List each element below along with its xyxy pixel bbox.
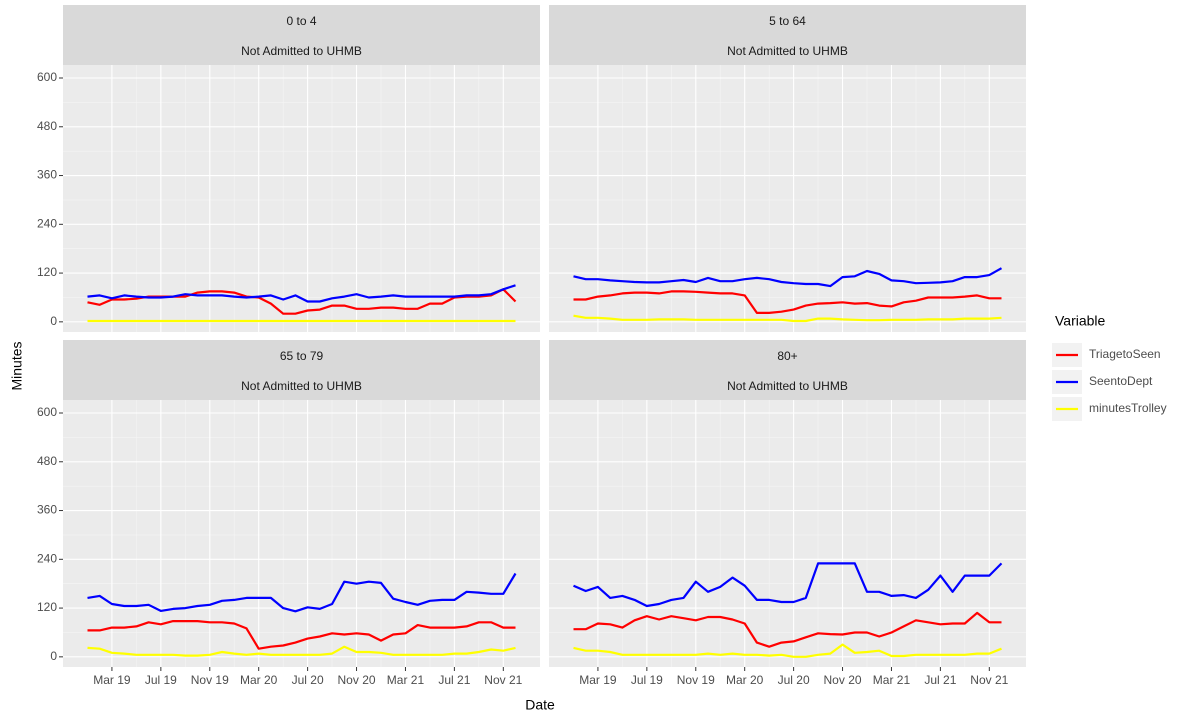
- legend-title: Variable: [1055, 313, 1106, 329]
- facet-label: 5 to 64: [769, 14, 806, 28]
- series-line: [573, 562, 1003, 608]
- series-line: [573, 290, 1002, 314]
- facet-subtitle: Not Admitted to UHMB: [727, 379, 848, 393]
- series-line: [573, 314, 1002, 323]
- legend-label: TriagetoSeen: [1089, 347, 1161, 361]
- series-line: [573, 643, 1002, 658]
- series-line: [573, 267, 1003, 288]
- strip: [63, 5, 540, 65]
- x-tick-label: Mar 19: [93, 673, 131, 687]
- x-tick-label: Mar 21: [387, 673, 425, 687]
- x-tick-label: Jul 19: [145, 673, 177, 687]
- panel: [63, 65, 540, 332]
- y-tick-label: 360: [37, 168, 57, 182]
- y-tick-label: 240: [37, 216, 57, 230]
- series-line: [573, 611, 1002, 648]
- facet-label: 0 to 4: [286, 14, 316, 28]
- panel: [549, 400, 1026, 667]
- x-tick-label: Nov 20: [338, 673, 376, 687]
- facet-subtitle: Not Admitted to UHMB: [241, 379, 362, 393]
- panel: [63, 400, 540, 667]
- y-tick-label: 120: [37, 265, 57, 279]
- y-tick-label: 360: [37, 503, 57, 517]
- y-tick-label: 0: [50, 649, 57, 663]
- y-axis-title: Minutes: [9, 341, 25, 390]
- series-line: [87, 645, 516, 657]
- x-tick-label: Mar 20: [240, 673, 278, 687]
- facet-label: 80+: [777, 349, 797, 363]
- x-tick-label: Jul 21: [924, 673, 956, 687]
- series-line: [87, 572, 517, 613]
- x-tick-label: Jul 19: [631, 673, 663, 687]
- x-tick-label: Jul 21: [438, 673, 470, 687]
- x-tick-label: Nov 19: [191, 673, 229, 687]
- series-line: [87, 284, 516, 303]
- x-tick-label: Nov 21: [970, 673, 1008, 687]
- x-tick-label: Nov 21: [484, 673, 522, 687]
- series-line: [87, 619, 516, 650]
- y-tick-label: 120: [37, 600, 57, 614]
- x-tick-label: Mar 20: [726, 673, 764, 687]
- x-tick-label: Mar 21: [873, 673, 911, 687]
- strip: [549, 340, 1026, 400]
- legend-label: SeentoDept: [1089, 374, 1153, 388]
- y-tick-label: 480: [37, 119, 57, 133]
- x-tick-label: Nov 20: [824, 673, 862, 687]
- facet-subtitle: Not Admitted to UHMB: [727, 44, 848, 58]
- x-tick-label: Jul 20: [778, 673, 810, 687]
- panel: [549, 65, 1026, 332]
- strip: [549, 5, 1026, 65]
- y-tick-label: 600: [37, 405, 57, 419]
- legend-label: minutesTrolley: [1089, 401, 1167, 415]
- x-axis-title: Date: [525, 697, 555, 713]
- x-tick-label: Jul 20: [292, 673, 324, 687]
- x-tick-label: Mar 19: [579, 673, 617, 687]
- y-tick-label: 480: [37, 454, 57, 468]
- strip: [63, 340, 540, 400]
- facet-label: 65 to 79: [280, 349, 324, 363]
- y-tick-label: 600: [37, 70, 57, 84]
- y-tick-label: 240: [37, 551, 57, 565]
- y-tick-label: 0: [50, 314, 57, 328]
- facet-subtitle: Not Admitted to UHMB: [241, 44, 362, 58]
- x-tick-label: Nov 19: [677, 673, 715, 687]
